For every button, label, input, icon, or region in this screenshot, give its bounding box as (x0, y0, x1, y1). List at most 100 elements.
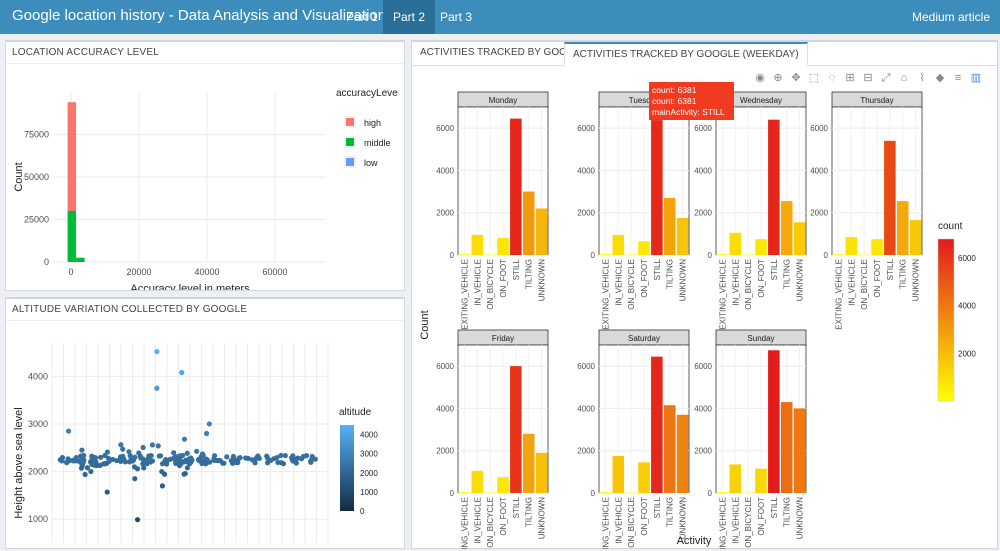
tab-part-2[interactable]: Part 2 (383, 0, 436, 34)
zoom-out-icon[interactable]: ⊟ (863, 72, 873, 84)
y-tick-label: 4000 (810, 166, 828, 175)
x-tick-label: STILL (512, 258, 521, 280)
activity-bar (729, 232, 742, 255)
y-tick-label: 4000 (436, 166, 454, 175)
legend-swatch-middle (346, 138, 354, 146)
activity-bar (896, 201, 909, 255)
x-tick-label: ON_BICYCLE (627, 497, 636, 548)
hover-closest-icon[interactable]: ◆ (935, 72, 945, 84)
activity-bar (599, 254, 612, 255)
box-select-icon[interactable]: ⬚ (808, 72, 820, 84)
activity-bar (716, 492, 729, 493)
x-tick-label: UNKNOWN (912, 259, 921, 301)
altitude-point (211, 455, 217, 461)
zoom-in-icon[interactable]: ⊞ (845, 72, 855, 84)
legend-label-middle: middle (364, 138, 391, 148)
altitude-scatter: 1000 2000 3000 4000 Height above sea level al… (13, 343, 378, 543)
y-tick-label: 0 (591, 489, 596, 498)
activity-bar (663, 197, 676, 255)
pan-icon[interactable]: ✥ (791, 72, 801, 84)
colorbar-tick-label: 4000 (958, 302, 976, 311)
altitude-point (136, 450, 142, 456)
altitude-point (255, 453, 261, 459)
altitude-outlier (154, 348, 160, 355)
tab-activities[interactable]: ACTIVITIES TRACKED BY GOOGLE (420, 47, 587, 58)
activity-bar (663, 405, 676, 493)
activity-bar (729, 464, 742, 493)
tab-activities-weekday[interactable]: ACTIVITIES TRACKED BY GOOGLE (WEEKDAY) (564, 42, 808, 66)
x-tick-label: ON_FOOT (640, 497, 649, 536)
x-tick-label: TILTING (525, 259, 534, 289)
activity-bar (638, 462, 650, 493)
altitude-point (130, 456, 136, 462)
autoscale-icon[interactable]: ⤢ (881, 72, 891, 84)
activity-bar (638, 241, 650, 255)
activity-bar (845, 237, 858, 255)
altitude-point (120, 446, 126, 452)
activity-bar (471, 234, 484, 255)
tab-part-1[interactable]: Part 1 (346, 10, 379, 24)
spike-lines-icon[interactable]: ⌇ (919, 72, 925, 84)
y-tick-label: 2000 (436, 447, 454, 456)
y-tick-label: 4000 (694, 404, 712, 413)
zoom-icon[interactable]: ⊕ (773, 72, 783, 84)
y-tick-label: 3000 (28, 419, 48, 429)
y-tick-label: 0 (708, 489, 713, 498)
plotly-logo-icon[interactable]: ▥ (970, 72, 982, 84)
altitude-point (230, 460, 236, 466)
count-colorbar (937, 238, 955, 402)
altitude-point (206, 459, 213, 465)
altitude-point (104, 449, 110, 455)
camera-icon[interactable]: ◉ (755, 72, 765, 84)
facet-label: Wednesday (740, 96, 782, 105)
colorbar-tick-label: 4000 (360, 431, 378, 440)
activity-bar (612, 234, 625, 255)
altitude-point (155, 443, 161, 449)
activity-bar (780, 402, 793, 493)
activity-bar (510, 118, 522, 255)
altitude-point (203, 456, 209, 462)
activity-bar (909, 220, 922, 255)
colorbar-tick-label: 2000 (360, 469, 378, 478)
activity-bar (535, 452, 548, 493)
reset-axes-icon[interactable]: ⌂ (900, 72, 908, 84)
lasso-icon[interactable]: ◌ (828, 72, 836, 84)
altitude-point (159, 468, 165, 475)
x-tick-label: EXITING_VEHICLE (718, 259, 727, 330)
x-tick-label: STILL (512, 496, 521, 518)
x-tick-label: TILTING (783, 497, 792, 527)
y-tick-label: 6000 (694, 362, 712, 371)
y-tick-label: 6000 (577, 124, 595, 133)
hover-compare-icon[interactable]: ≡ (954, 72, 962, 84)
altitude-panel: ALTITUDE VARIATION COLLECTED BY GOOGLE 1… (5, 297, 405, 549)
activity-bar (497, 477, 509, 493)
y-tick-label: 75000 (24, 130, 49, 140)
altitude-point (309, 453, 315, 460)
activity-bar (458, 492, 471, 493)
y-tick-label: 2000 (577, 209, 595, 218)
y-tick-label: 2000 (694, 209, 712, 218)
altitude-point (118, 442, 124, 448)
altitude-point (175, 453, 181, 460)
altitude-point (121, 456, 127, 463)
tab-part-3[interactable]: Part 3 (440, 10, 473, 24)
altitude-point (194, 448, 200, 454)
y-tick-label: 6000 (694, 124, 712, 133)
altitude-point (298, 456, 305, 462)
activity-bar (510, 366, 522, 493)
x-tick-label: STILL (770, 258, 779, 280)
y-tick-label: 4000 (577, 166, 595, 175)
altitude-point (126, 449, 132, 455)
legend-label-high: high (364, 118, 381, 128)
altitude-point (88, 468, 94, 475)
altitude-point (275, 459, 281, 466)
facet-label: Thursday (860, 96, 893, 105)
medium-article-link[interactable]: Medium article (911, 10, 990, 24)
altitude-point (173, 460, 179, 466)
y-tick-label: 0 (44, 257, 49, 267)
x-tick-label: TILTING (899, 259, 908, 289)
x-tick-label: EXITING_VEHICLE (460, 259, 469, 330)
altitude-outlier (181, 436, 188, 442)
y-axis-title: Count (419, 310, 431, 339)
x-tick-label: ON_FOOT (640, 259, 649, 298)
